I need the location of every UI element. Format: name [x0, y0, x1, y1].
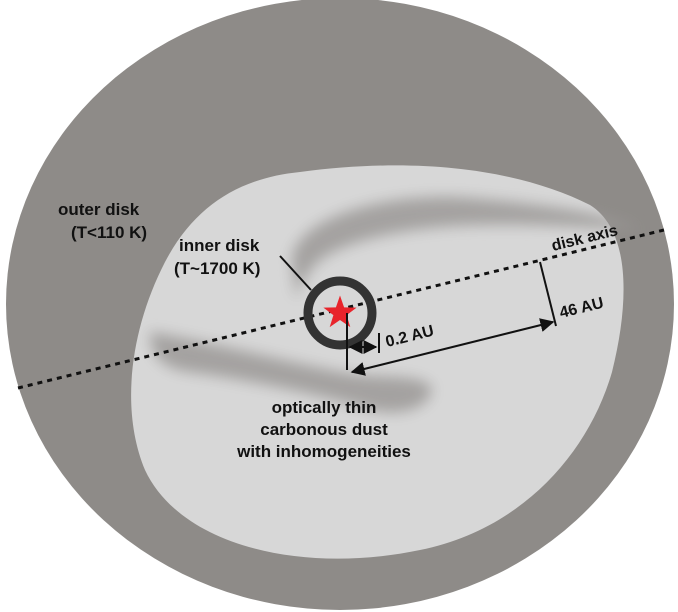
- inner-disk-ring: [303, 276, 377, 350]
- scale-tick-outer-top: [539, 261, 557, 327]
- star-icon: [323, 295, 357, 328]
- dust-label-line1: optically thin: [272, 398, 377, 417]
- inner-disk-label-line1: inner disk: [179, 236, 260, 255]
- dust-label-line3: with inhomogeneities: [236, 442, 411, 461]
- scale-arrow-outer: [350, 318, 555, 376]
- inner-disk-pointer: [279, 255, 312, 291]
- outer-disk-label-line2: (T<110 K): [71, 223, 147, 242]
- inner-disk-label-line2: (T~1700 K): [174, 259, 260, 278]
- spiral-shadow: [150, 197, 640, 413]
- outer-disk-label-line1: outer disk: [58, 200, 140, 219]
- dust-label-line2: carbonous dust: [260, 420, 388, 439]
